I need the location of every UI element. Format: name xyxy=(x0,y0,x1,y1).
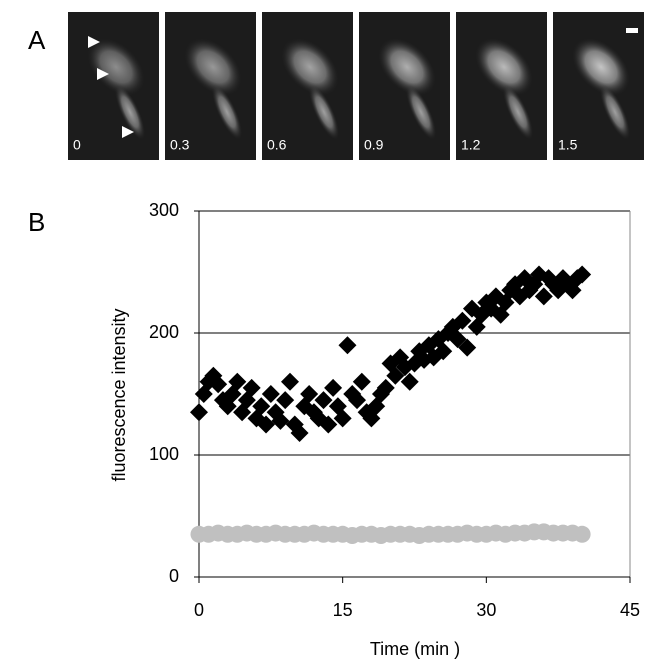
data-point xyxy=(333,409,352,428)
frame-label: 0.9 xyxy=(364,137,384,153)
data-point xyxy=(453,311,472,330)
y-axis-label: fluorescence intensity xyxy=(109,308,129,481)
data-point xyxy=(400,372,419,391)
image-strip: 0 0.3 0.6 0.9 1.2 1.5 xyxy=(68,12,644,160)
y-tick-label: 300 xyxy=(149,200,179,220)
y-tick-label: 0 xyxy=(169,566,179,586)
x-axis-label: Time (min ) xyxy=(370,639,460,659)
data-point xyxy=(252,397,271,416)
scale-bar xyxy=(626,28,638,33)
cell-signal xyxy=(502,84,534,140)
data-point xyxy=(434,342,453,361)
cell-signal xyxy=(599,84,631,140)
panel-label: B xyxy=(28,207,45,237)
data-point xyxy=(376,378,395,397)
cell-signal xyxy=(378,38,436,96)
data-point xyxy=(271,411,290,430)
y-tick-label: 200 xyxy=(149,322,179,342)
x-tick-label: 0 xyxy=(194,600,204,620)
frame-label: 1.5 xyxy=(558,137,578,153)
cell-signal xyxy=(572,38,630,96)
cell-signal xyxy=(308,84,340,140)
x-tick-label: 45 xyxy=(620,600,640,620)
chart: 0 100 200 300 0 15 30 45 Time (min ) fluorescence… xyxy=(109,200,640,659)
data-point xyxy=(290,424,309,443)
data-point xyxy=(573,265,592,284)
data-point xyxy=(242,378,261,397)
data-point xyxy=(324,378,343,397)
x-tick-label: 30 xyxy=(476,600,496,620)
data-point xyxy=(300,385,319,403)
panel-label: A xyxy=(28,25,46,55)
data-point xyxy=(573,525,591,543)
data-point xyxy=(280,372,299,391)
x-tick-label: 15 xyxy=(333,600,353,620)
data-point xyxy=(209,375,228,394)
cell-signal xyxy=(405,84,437,140)
data-point xyxy=(319,415,338,434)
data-point xyxy=(348,391,367,410)
data-point xyxy=(257,415,276,434)
cell-signal xyxy=(87,38,145,96)
data-point xyxy=(261,385,280,403)
data-point xyxy=(386,366,405,385)
data-point xyxy=(190,403,208,422)
cell-signal xyxy=(281,38,339,96)
cell-signal xyxy=(211,84,243,140)
frame-label: 0 xyxy=(73,137,81,153)
cell-signal xyxy=(475,38,533,96)
data-point xyxy=(314,391,333,410)
arrowhead xyxy=(97,68,109,80)
data-point xyxy=(448,330,467,349)
cell-signal xyxy=(114,84,146,140)
data-point xyxy=(458,338,477,357)
frame-label: 0.6 xyxy=(267,137,287,153)
cell-signal xyxy=(184,38,242,96)
data-point xyxy=(352,372,371,391)
data-point xyxy=(534,287,553,306)
arrowhead xyxy=(88,36,100,48)
arrowhead xyxy=(122,126,134,138)
data-point xyxy=(228,372,247,391)
data-point xyxy=(276,391,295,410)
y-tick-label: 100 xyxy=(149,444,179,464)
frame-label: 1.2 xyxy=(461,137,481,153)
frame-label: 0.3 xyxy=(170,137,190,153)
data-point xyxy=(338,336,357,355)
